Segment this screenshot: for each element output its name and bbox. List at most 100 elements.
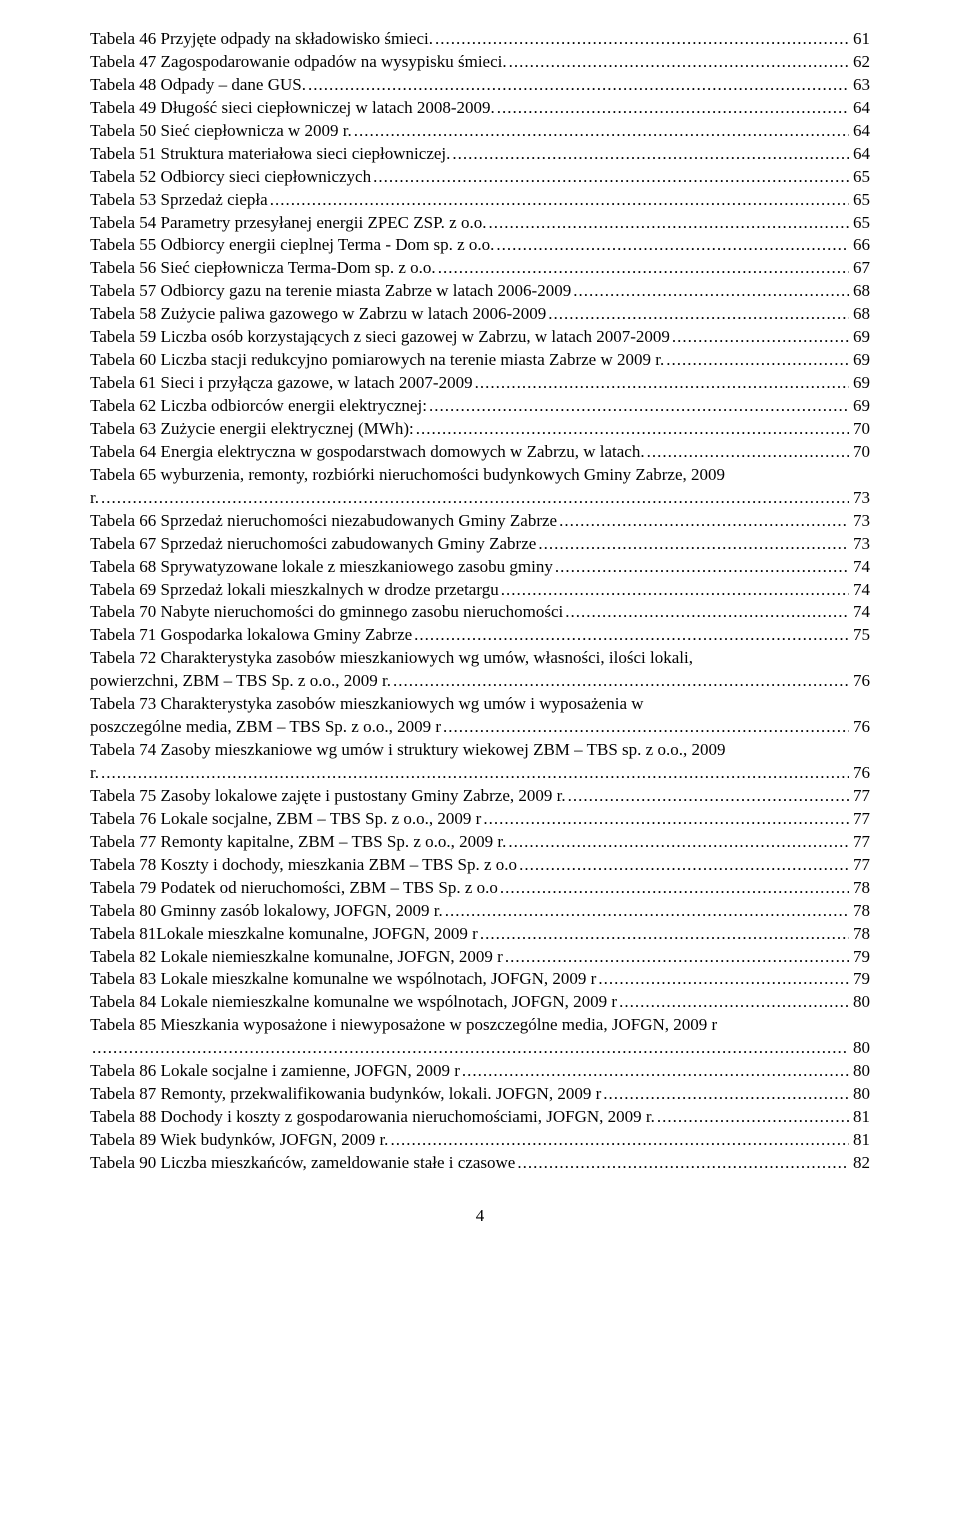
toc-label: Tabela 55 Odbiorcy energii cieplnej Term…: [90, 234, 494, 257]
toc-page-number: 65: [849, 166, 870, 189]
toc-label: Tabela 62 Liczba odbiorców energii elekt…: [90, 395, 427, 418]
toc-dots: [306, 74, 849, 97]
toc-page-number: 77: [849, 831, 870, 854]
toc-label: Tabela 79 Podatek od nieruchomości, ZBM …: [90, 877, 498, 900]
toc-entry: Tabela 77 Remonty kapitalne, ZBM – TBS S…: [90, 831, 870, 854]
toc-label: Tabela 89 Wiek budynków, JOFGN, 2009 r.: [90, 1129, 388, 1152]
toc-page-number: 77: [849, 785, 870, 808]
toc-page-number: 63: [849, 74, 870, 97]
toc-entry: Tabela 60 Liczba stacji redukcyjno pomia…: [90, 349, 870, 372]
toc-label: Tabela 47 Zagospodarowanie odpadów na wy…: [90, 51, 507, 74]
toc-dots: [515, 1152, 849, 1175]
toc-list: Tabela 46 Przyjęte odpady na składowisko…: [90, 28, 870, 1175]
toc-entry: Tabela 67 Sprzedaż nieruchomości zabudow…: [90, 533, 870, 556]
toc-entry: Tabela 54 Parametry przesyłanej energii …: [90, 212, 870, 235]
toc-dots: [441, 716, 849, 739]
toc-entry-line1: Tabela 73 Charakterystyka zasobów mieszk…: [90, 693, 870, 716]
toc-dots: [371, 166, 849, 189]
toc-page-number: 65: [849, 212, 870, 235]
toc-dots: [486, 212, 849, 235]
toc-dots: [655, 1106, 849, 1129]
toc-dots: [99, 487, 849, 510]
toc-label: Tabela 87 Remonty, przekwalifikowania bu…: [90, 1083, 601, 1106]
toc-entry: Tabela 87 Remonty, przekwalifikowania bu…: [90, 1083, 870, 1106]
toc-dots: [443, 900, 849, 923]
toc-entry: Tabela 79 Podatek od nieruchomości, ZBM …: [90, 877, 870, 900]
toc-dots: [506, 831, 849, 854]
toc-page-number: 80: [849, 991, 870, 1014]
toc-dots: [433, 28, 849, 51]
toc-page-number: 80: [849, 1060, 870, 1083]
toc-entry: Tabela 51 Struktura materiałowa sieci ci…: [90, 143, 870, 166]
toc-label: Tabela 83 Lokale mieszkalne komunalne we…: [90, 968, 596, 991]
toc-dots: [566, 785, 849, 808]
toc-dots: [645, 441, 849, 464]
toc-entry: Tabela 62 Liczba odbiorców energii elekt…: [90, 395, 870, 418]
toc-dots: [617, 991, 849, 1014]
toc-entry: poszczególne media, ZBM – TBS Sp. z o.o.…: [90, 716, 870, 739]
toc-entry: Tabela 55 Odbiorcy energii cieplnej Term…: [90, 234, 870, 257]
toc-entry: powierzchni, ZBM – TBS Sp. z o.o., 2009 …: [90, 670, 870, 693]
toc-entry-line1: Tabela 85 Mieszkania wyposażone i niewyp…: [90, 1014, 870, 1037]
toc-page-number: 69: [849, 372, 870, 395]
toc-label: Tabela 61 Sieci i przyłącza gazowe, w la…: [90, 372, 473, 395]
toc-label: Tabela 76 Lokale socjalne, ZBM – TBS Sp.…: [90, 808, 481, 831]
toc-entry: Tabela 70 Nabyte nieruchomości do gminne…: [90, 601, 870, 624]
toc-dots: [536, 533, 849, 556]
toc-dots: [268, 189, 849, 212]
toc-dots: [481, 808, 849, 831]
toc-page-number: 82: [849, 1152, 870, 1175]
toc-entry: r.73: [90, 487, 870, 510]
toc-page-number: 68: [849, 303, 870, 326]
toc-dots: [553, 556, 849, 579]
toc-dots: [571, 280, 849, 303]
toc-entry: Tabela 46 Przyjęte odpady na składowisko…: [90, 28, 870, 51]
toc-dots: [670, 326, 849, 349]
toc-dots: [517, 854, 849, 877]
toc-dots: [498, 877, 849, 900]
toc-label: powierzchni, ZBM – TBS Sp. z o.o., 2009 …: [90, 670, 391, 693]
toc-label: Tabela 53 Sprzedaż ciepła: [90, 189, 268, 212]
toc-entry: Tabela 84 Lokale niemieszkalne komunalne…: [90, 991, 870, 1014]
toc-dots: [664, 349, 849, 372]
toc-page-number: 73: [849, 510, 870, 533]
toc-page-number: 78: [849, 900, 870, 923]
toc-label: Tabela 58 Zużycie paliwa gazowego w Zabr…: [90, 303, 546, 326]
toc-page-number: 80: [849, 1037, 870, 1060]
toc-page-number: 81: [849, 1129, 870, 1152]
toc-entry: Tabela 56 Sieć ciepłownicza Terma-Dom sp…: [90, 257, 870, 280]
toc-label: Tabela 52 Odbiorcy sieci ciepłowniczych: [90, 166, 371, 189]
toc-label: Tabela 59 Liczba osób korzystających z s…: [90, 326, 670, 349]
toc-entry: Tabela 66 Sprzedaż nieruchomości niezabu…: [90, 510, 870, 533]
toc-dots: [90, 1037, 849, 1060]
toc-page-number: 77: [849, 854, 870, 877]
toc-page-number: 69: [849, 395, 870, 418]
toc-label: Tabela 84 Lokale niemieszkalne komunalne…: [90, 991, 617, 1014]
toc-page-number: 64: [849, 120, 870, 143]
toc-label: Tabela 49 Długość sieci ciepłowniczej w …: [90, 97, 495, 120]
toc-dots: [99, 762, 849, 785]
toc-page-number: 69: [849, 349, 870, 372]
toc-page-number: 74: [849, 556, 870, 579]
toc-entry: Tabela 59 Liczba osób korzystających z s…: [90, 326, 870, 349]
toc-page-number: 61: [849, 28, 870, 51]
toc-dots: [412, 624, 849, 647]
toc-page-number: 66: [849, 234, 870, 257]
toc-page-number: 67: [849, 257, 870, 280]
toc-page-number: 64: [849, 97, 870, 120]
toc-dots: [478, 923, 849, 946]
toc-label: Tabela 70 Nabyte nieruchomości do gminne…: [90, 601, 563, 624]
toc-page-number: 81: [849, 1106, 870, 1129]
toc-page-number: 79: [849, 968, 870, 991]
toc-label: Tabela 46 Przyjęte odpady na składowisko…: [90, 28, 433, 51]
toc-entry: Tabela 78 Koszty i dochody, mieszkania Z…: [90, 854, 870, 877]
toc-entry: Tabela 68 Sprywatyzowane lokale z mieszk…: [90, 556, 870, 579]
toc-label: Tabela 75 Zasoby lokalowe zajęte i pusto…: [90, 785, 566, 808]
toc-page-number: 68: [849, 280, 870, 303]
toc-dots: [414, 418, 849, 441]
toc-dots: [503, 946, 849, 969]
toc-page-number: 76: [849, 670, 870, 693]
toc-label: Tabela 78 Koszty i dochody, mieszkania Z…: [90, 854, 517, 877]
toc-entry: r.76: [90, 762, 870, 785]
toc-dots: [499, 579, 849, 602]
